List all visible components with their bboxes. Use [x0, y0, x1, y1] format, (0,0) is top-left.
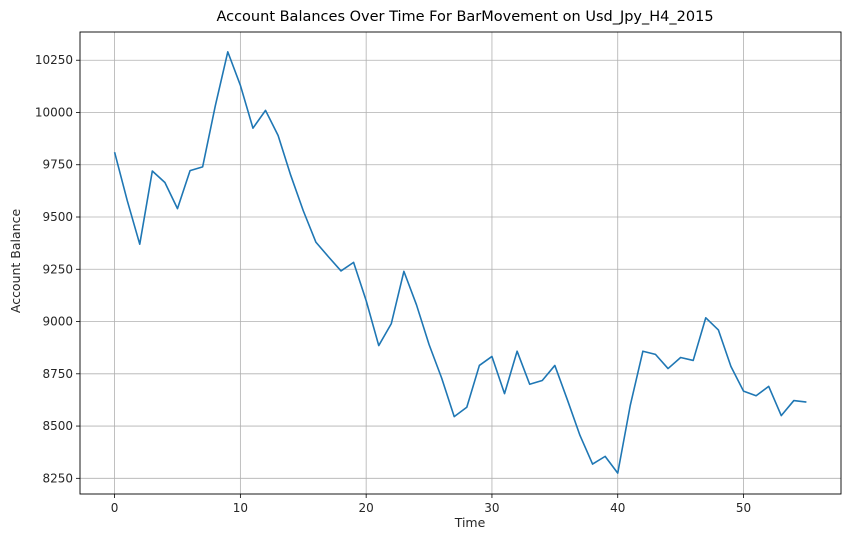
- data-point: [177, 208, 178, 209]
- y-tick-label: 9250: [42, 262, 73, 276]
- data-point: [328, 256, 329, 257]
- data-point: [730, 366, 731, 367]
- y-tick-label: 10250: [35, 53, 73, 67]
- data-point: [403, 271, 404, 272]
- y-tick-label: 9000: [42, 315, 73, 329]
- data-point: [630, 405, 631, 406]
- data-point: [542, 380, 543, 381]
- x-axis-ticks: 0 10 20 30 40 50: [111, 494, 751, 515]
- data-point: [668, 368, 669, 369]
- data-point: [743, 391, 744, 392]
- data-point: [252, 128, 253, 129]
- data-point: [504, 393, 505, 394]
- x-tick-label: 40: [610, 501, 625, 515]
- data-point: [353, 262, 354, 263]
- data-point: [378, 345, 379, 346]
- plot-frame: [79, 31, 842, 495]
- data-point: [617, 473, 618, 474]
- y-axis-title: Account Balance: [8, 209, 23, 314]
- data-point: [793, 400, 794, 401]
- data-point: [416, 304, 417, 305]
- data-point: [391, 323, 392, 324]
- data-point: [240, 85, 241, 86]
- data-point: [152, 171, 153, 172]
- y-axis-ticks: 8250 8500 8750 9000 9250 9500 9750 10000 10250: [35, 53, 80, 485]
- data-point: [642, 351, 643, 352]
- grid-lines: [80, 32, 841, 494]
- data-point: [215, 106, 216, 107]
- data-point: [592, 464, 593, 465]
- data-point: [529, 384, 530, 385]
- x-axis-title: Time: [454, 515, 486, 530]
- data-point: [768, 386, 769, 387]
- data-point: [265, 110, 266, 111]
- y-tick-label: 8250: [42, 471, 73, 485]
- x-tick-label: 0: [111, 501, 119, 515]
- y-tick-label: 8500: [42, 419, 73, 433]
- data-point: [567, 399, 568, 400]
- data-point: [579, 435, 580, 436]
- data-point: [127, 200, 128, 201]
- data-point: [303, 210, 304, 211]
- data-point: [164, 182, 165, 183]
- data-point: [290, 175, 291, 176]
- data-point: [466, 407, 467, 408]
- y-tick-label: 10000: [35, 105, 73, 119]
- data-point: [655, 354, 656, 355]
- data-point: [315, 242, 316, 243]
- series-line-0: [113, 51, 807, 474]
- y-tick-label: 9500: [42, 210, 73, 224]
- data-point: [202, 166, 203, 167]
- data-point: [278, 135, 279, 136]
- data-point: [341, 270, 342, 271]
- data-point: [680, 357, 681, 358]
- x-tick-label: 50: [736, 501, 751, 515]
- data-point: [366, 300, 367, 301]
- data-point: [806, 402, 807, 403]
- data-point: [554, 365, 555, 366]
- x-tick-label: 20: [359, 501, 374, 515]
- y-tick-label: 8750: [42, 367, 73, 381]
- chart-title: Account Balances Over Time For BarMoveme…: [216, 9, 713, 25]
- data-point: [227, 51, 228, 52]
- data-point: [139, 244, 140, 245]
- series-group: [113, 51, 807, 474]
- data-point: [517, 351, 518, 352]
- data-point: [756, 395, 757, 396]
- data-point: [705, 317, 706, 318]
- data-point: [114, 152, 115, 153]
- data-point: [454, 416, 455, 417]
- data-point: [441, 377, 442, 378]
- data-point: [190, 170, 191, 171]
- data-point: [491, 356, 492, 357]
- data-point: [605, 456, 606, 457]
- y-tick-label: 9750: [42, 158, 73, 172]
- data-point: [781, 415, 782, 416]
- data-point: [429, 344, 430, 345]
- data-point: [718, 329, 719, 330]
- data-point: [479, 365, 480, 366]
- x-tick-label: 30: [484, 501, 499, 515]
- data-point: [693, 360, 694, 361]
- x-tick-label: 10: [233, 501, 248, 515]
